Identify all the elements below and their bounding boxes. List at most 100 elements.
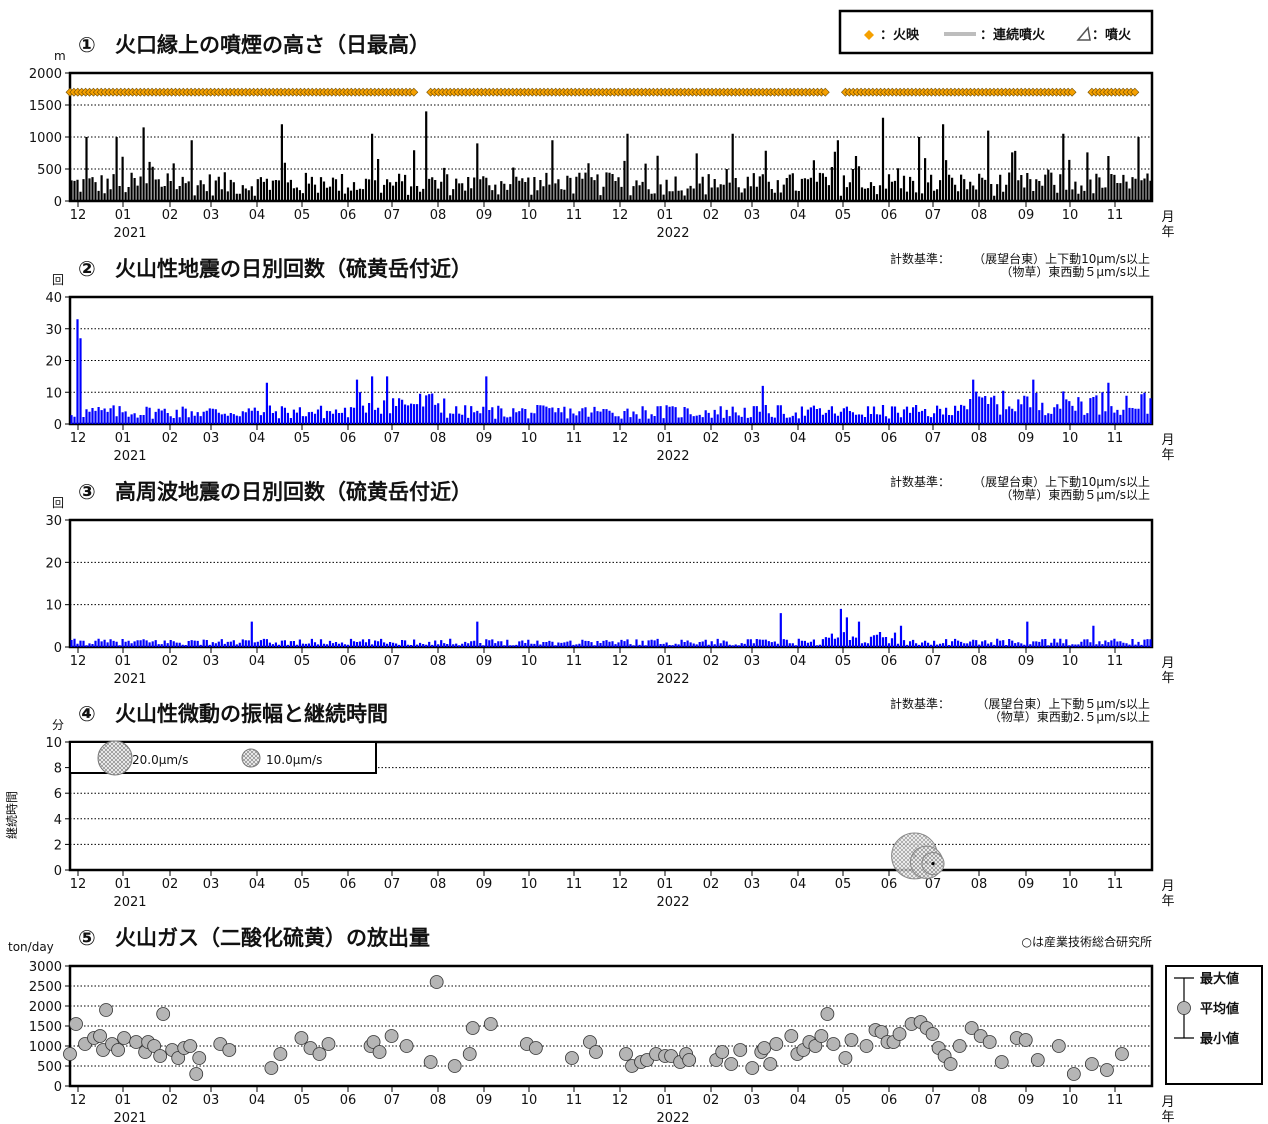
legend-20-label: 20.0μm/s bbox=[132, 753, 188, 767]
legend-eruption-symbol bbox=[1076, 26, 1091, 41]
year-unit: 年 bbox=[1161, 448, 1174, 463]
x-tick-label: 06 bbox=[340, 208, 357, 223]
year-label: 2021 bbox=[113, 449, 146, 464]
top-legend-box bbox=[838, 9, 1154, 55]
x-tick-label: 03 bbox=[744, 208, 761, 223]
so2-point bbox=[952, 1039, 967, 1053]
so2-point bbox=[312, 1047, 327, 1061]
so2-point bbox=[117, 1031, 131, 1045]
so2-point bbox=[1030, 1053, 1045, 1067]
x-tick-label: 10 bbox=[521, 877, 538, 892]
y-tick-label: 40 bbox=[45, 291, 62, 306]
x-tick-label: 10 bbox=[521, 654, 538, 669]
x-tick-label: 03 bbox=[203, 654, 220, 669]
so2-point bbox=[724, 1057, 739, 1071]
x-tick-label: 08 bbox=[430, 654, 447, 669]
criteria-label: 計数基準： bbox=[890, 251, 950, 266]
so2-point bbox=[589, 1045, 603, 1059]
panel-number: ⑤ bbox=[78, 926, 96, 950]
x-tick-label: 01 bbox=[657, 877, 674, 892]
x-tick-label: 04 bbox=[249, 877, 266, 892]
so2-point bbox=[844, 1033, 859, 1047]
y-tick-label: 1500 bbox=[29, 1020, 62, 1035]
x-tick-label: 09 bbox=[1018, 654, 1035, 669]
x-tick-label: 01 bbox=[115, 877, 132, 892]
so2-point bbox=[820, 1007, 835, 1021]
so2-point bbox=[384, 1029, 399, 1043]
so2-point bbox=[784, 1029, 799, 1043]
x-tick-label: 04 bbox=[249, 654, 266, 669]
so2-point bbox=[892, 1027, 907, 1041]
x-tick-label: 06 bbox=[340, 654, 357, 669]
x-tick-label: 07 bbox=[925, 654, 942, 669]
legend-10-label: 10.0μm/s bbox=[266, 753, 322, 767]
criteria-line: （展望台東）上下動５μm/s以上 bbox=[976, 696, 1150, 711]
so2-point bbox=[1051, 1039, 1066, 1053]
x-tick-label: 11 bbox=[566, 208, 583, 223]
legend-max-label: 最大値 bbox=[1200, 971, 1239, 987]
x-tick-label: 06 bbox=[340, 1093, 357, 1108]
so2-point bbox=[93, 1029, 107, 1043]
so2-point bbox=[757, 1041, 772, 1055]
x-tick-label: 11 bbox=[566, 1093, 583, 1108]
daily-bars-panel-1 bbox=[70, 111, 1152, 201]
so2-point bbox=[808, 1039, 823, 1053]
x-tick-label: 09 bbox=[476, 431, 493, 446]
ylabel-panel-4: 分 bbox=[52, 718, 64, 732]
glow-marker bbox=[1067, 87, 1077, 97]
so2-point bbox=[838, 1051, 853, 1065]
x-tick-label: 08 bbox=[971, 1093, 988, 1108]
x-tick-label: 12 bbox=[612, 654, 629, 669]
x-tick-label: 02 bbox=[162, 654, 179, 669]
y-tick-label: 2 bbox=[54, 838, 62, 853]
x-tick-label: 09 bbox=[1018, 431, 1035, 446]
x-tick-label: 03 bbox=[744, 877, 761, 892]
x-tick-label: 02 bbox=[703, 208, 720, 223]
so2-point bbox=[147, 1039, 162, 1053]
x-tick-label: 11 bbox=[566, 654, 583, 669]
y-tick-label: 0 bbox=[54, 195, 62, 210]
x-tick-label: 05 bbox=[835, 1093, 852, 1108]
x-tick-label: 09 bbox=[476, 208, 493, 223]
y-tick-label: 30 bbox=[45, 323, 62, 338]
year-unit: 年 bbox=[1161, 1110, 1174, 1124]
x-tick-label: 10 bbox=[521, 208, 538, 223]
so2-point bbox=[682, 1053, 697, 1067]
ylabel-panel-3: 回 bbox=[52, 496, 64, 510]
so2-point bbox=[372, 1045, 387, 1059]
x-tick-label: 06 bbox=[340, 431, 357, 446]
y-tick-label: 20 bbox=[45, 355, 62, 370]
x-tick-label: 01 bbox=[115, 1093, 132, 1108]
so2-point bbox=[483, 1017, 498, 1031]
panel-title: 火口縁上の噴煙の高さ（日最高） bbox=[115, 33, 430, 57]
x-tick-label: 12 bbox=[70, 1093, 87, 1108]
so2-point bbox=[366, 1035, 381, 1049]
x-tick-label: 01 bbox=[657, 208, 674, 223]
x-tick-label: 10 bbox=[1062, 431, 1079, 446]
x-tick-label: 12 bbox=[70, 431, 87, 446]
so2-point bbox=[1084, 1057, 1099, 1071]
month-unit: 月 bbox=[1161, 433, 1174, 448]
x-tick-label: 08 bbox=[430, 1093, 447, 1108]
year-label: 2021 bbox=[113, 672, 146, 687]
x-tick-label: 08 bbox=[971, 654, 988, 669]
x-tick-label: 07 bbox=[384, 877, 401, 892]
x-tick-label: 05 bbox=[294, 208, 311, 223]
x-tick-label: 05 bbox=[294, 1093, 311, 1108]
y-tick-label: 1000 bbox=[29, 1040, 62, 1055]
so2-point bbox=[273, 1047, 288, 1061]
x-tick-label: 03 bbox=[203, 1093, 220, 1108]
y-tick-label: 0 bbox=[54, 418, 62, 433]
so2-point bbox=[183, 1039, 198, 1053]
x-tick-label: 12 bbox=[70, 877, 87, 892]
panel-title: 火山性地震の日別回数（硫黄岳付近） bbox=[115, 257, 472, 281]
x-tick-label: 09 bbox=[476, 1093, 493, 1108]
so2-point bbox=[769, 1037, 784, 1051]
x-tick-label: 02 bbox=[703, 877, 720, 892]
so2-point bbox=[943, 1057, 958, 1071]
y-tick-label: 20 bbox=[45, 556, 62, 571]
x-tick-label: 01 bbox=[115, 208, 132, 223]
x-tick-label: 08 bbox=[430, 877, 447, 892]
